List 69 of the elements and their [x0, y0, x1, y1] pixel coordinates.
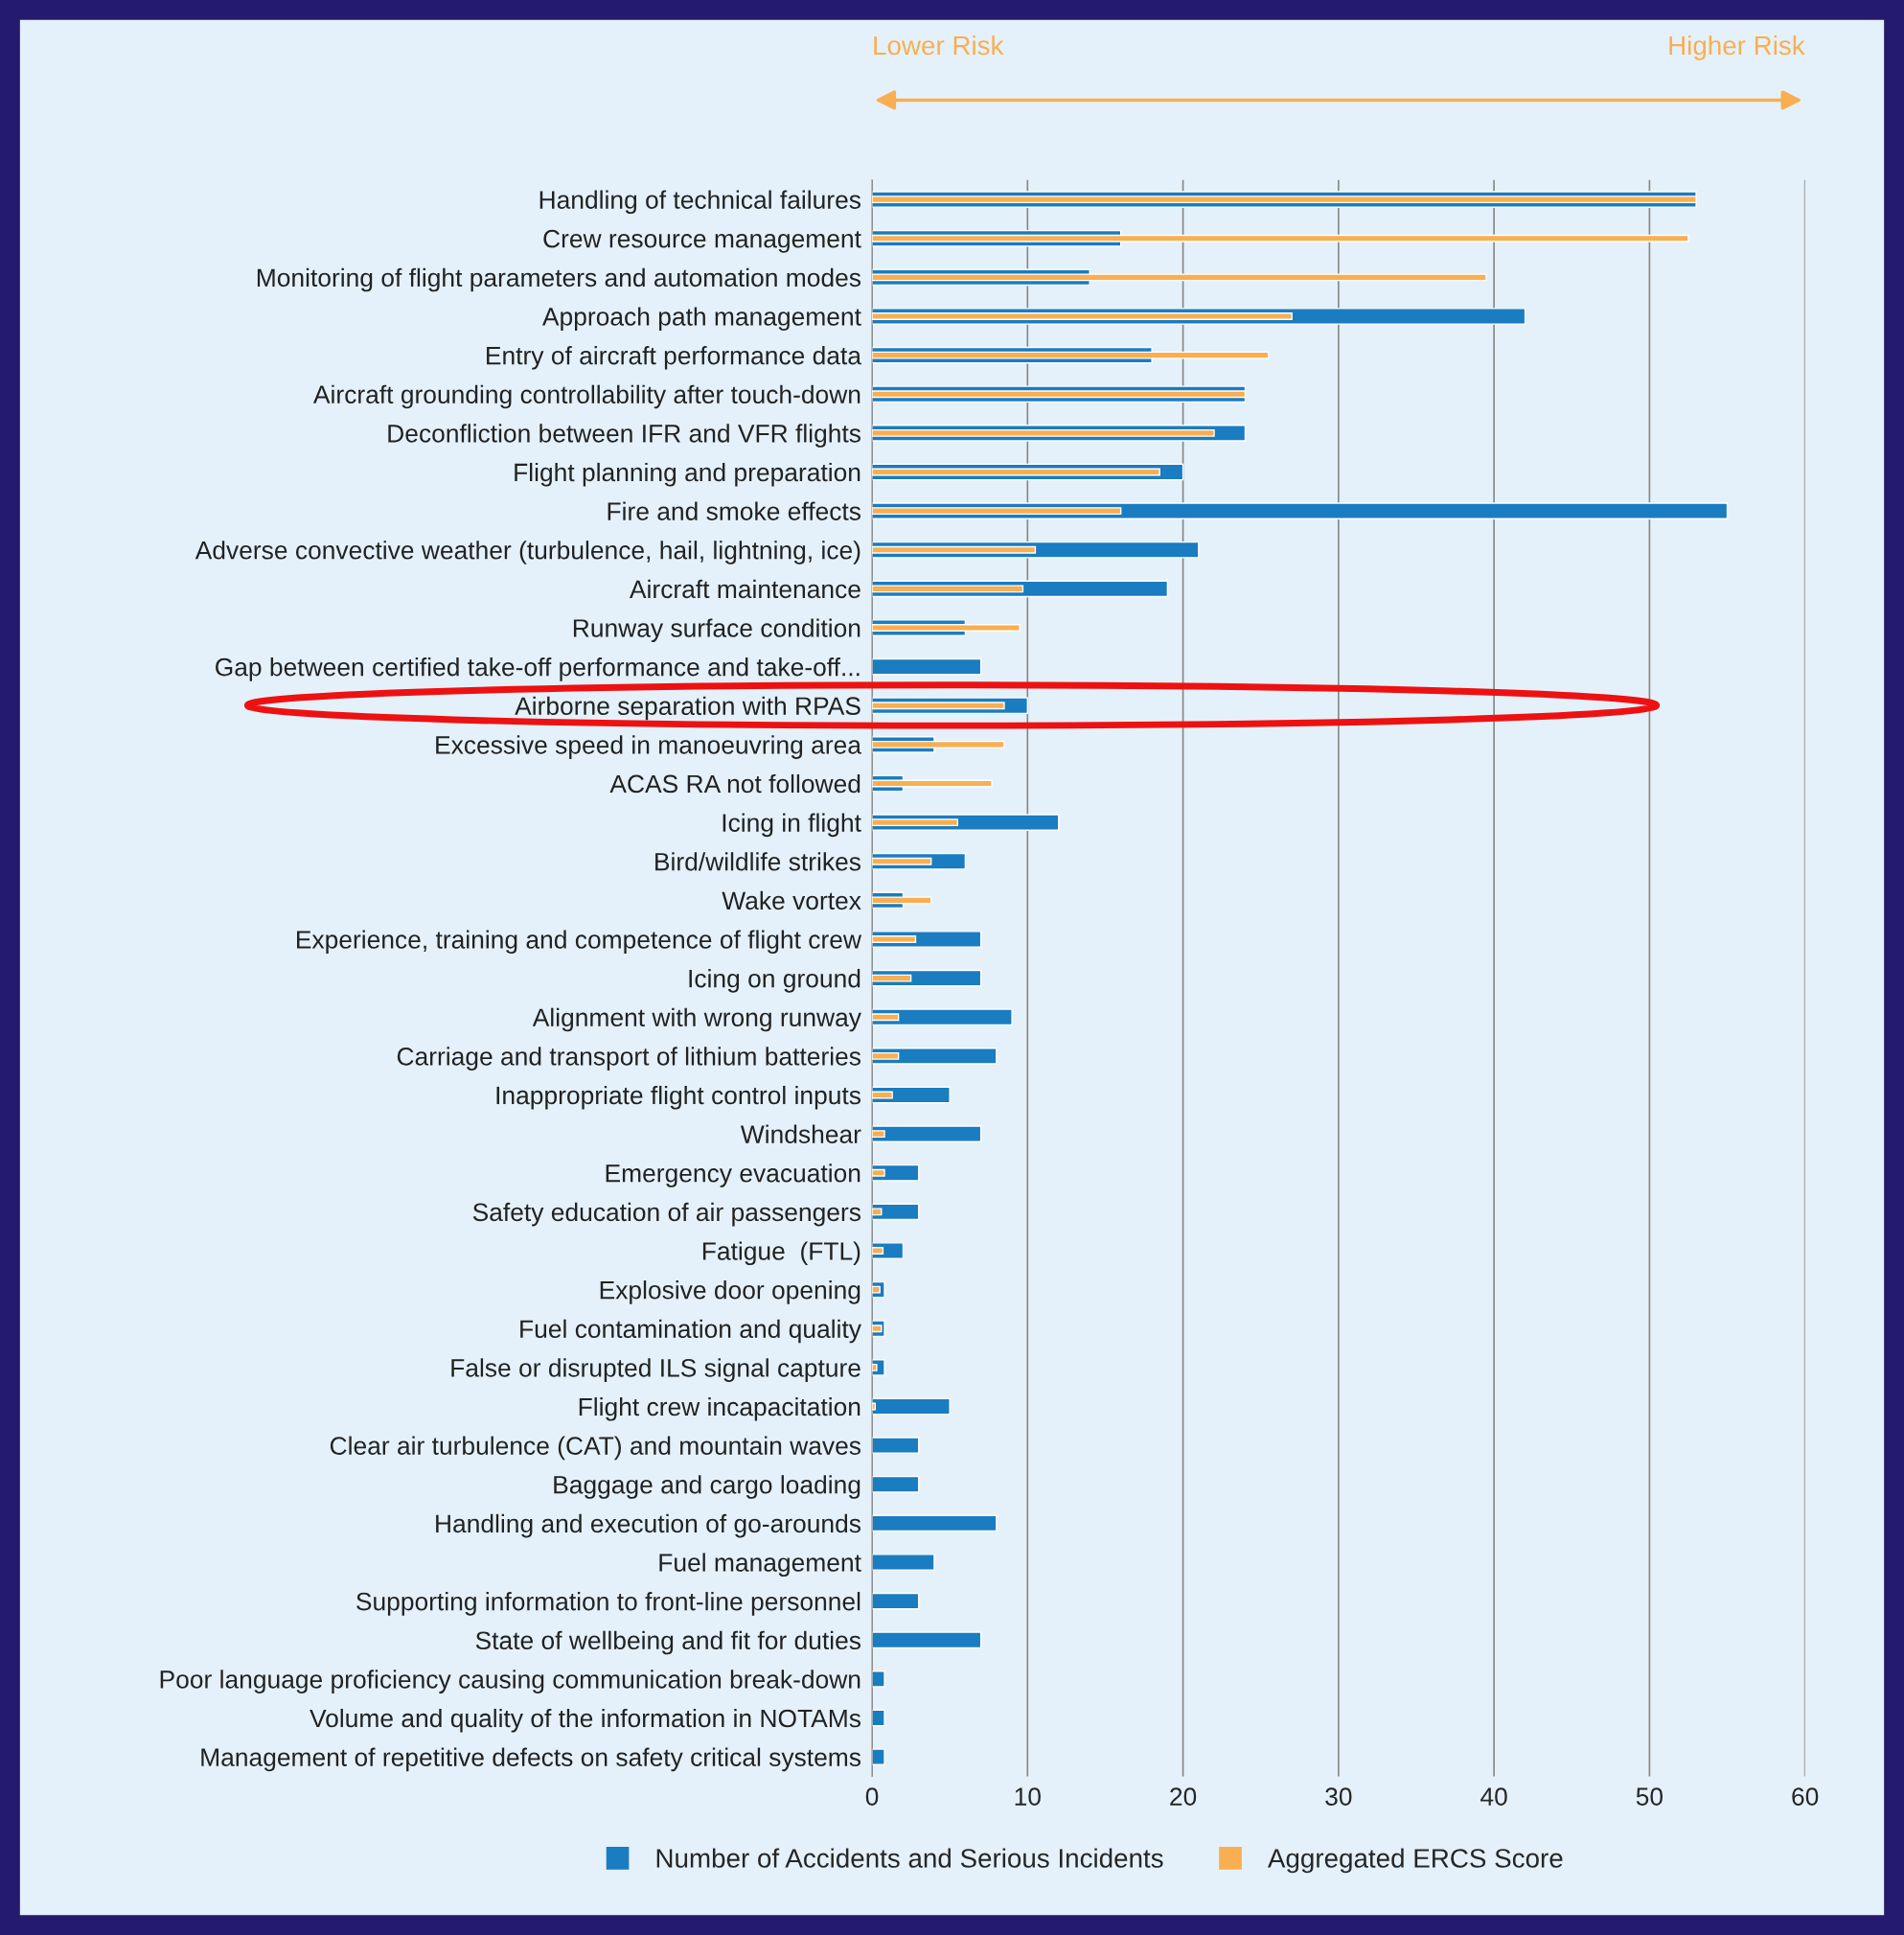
legend-label: Number of Accidents and Serious Incidents [656, 1848, 1163, 1868]
bar [872, 1397, 951, 1416]
text: Lower Risk [874, 35, 1004, 56]
bar [872, 1203, 920, 1221]
bar [872, 896, 932, 905]
y-tick-label: State of wellbeing and fit for duties [475, 1630, 861, 1655]
y-tick-label: Wake vortex [722, 890, 861, 910]
bar [872, 1008, 1013, 1026]
x-tick-label: 60 [1792, 1787, 1819, 1806]
y-tick-label: ACAS RA not followed [609, 773, 860, 794]
y-tick-label: Aircraft grounding controllability after touch-down [312, 384, 860, 409]
bar [872, 1670, 885, 1688]
y-tick-label: Airborne separation with RPAS [515, 696, 860, 721]
bar [872, 1748, 885, 1765]
y-tick-label: Approach path management [542, 307, 861, 331]
y-tick-label: Crew resource management [543, 229, 861, 253]
y-tick-label: Alignment with wrong runway [532, 1007, 861, 1032]
bar [872, 1514, 998, 1532]
bar [872, 351, 1270, 359]
legend-label: Aggregated ERCS Score [1267, 1848, 1563, 1874]
bar [872, 1125, 982, 1142]
y-tick-label: False or disrupted ILS signal capture [451, 1358, 860, 1382]
y-tick-label: Deconfliction between IFR and VFR flights [388, 424, 861, 448]
y-tick-label: Flight crew incapacitation [579, 1396, 860, 1421]
y-tick-label: Inappropriate flight control inputs [496, 1085, 861, 1110]
y-tick-label: Explosive door opening [600, 1280, 860, 1304]
y-tick-label: Carriage and transport of lithium batteries [397, 1047, 861, 1071]
y-tick-label: Safety education of air passengers [472, 1202, 861, 1227]
y-tick-label: Fatigue (FTL) [702, 1241, 860, 1266]
y-tick-label: Entry of aircraft performance data [487, 346, 861, 370]
y-tick-label: Runway surface condition [573, 618, 860, 643]
y-tick-label: Adverse convective weather (turbulence, hail, lightning, ice) [195, 541, 860, 564]
y-tick-label: Baggage and cargo loading [554, 1475, 860, 1499]
bar [872, 657, 982, 676]
x-tick-label: 30 [1325, 1787, 1352, 1806]
text: Higher Risk [1669, 35, 1805, 60]
y-tick-label: Monitoring of flight parameters and automation modes [257, 267, 861, 292]
bar [872, 1475, 920, 1493]
y-tick-label: Clear air turbulence (CAT) and mountain waves [330, 1436, 861, 1461]
bar [872, 273, 1487, 282]
y-tick-label: Fuel contamination and quality [520, 1319, 861, 1344]
x-tick-label: 50 [1636, 1787, 1663, 1806]
y-tick-label: Volume and quality of the information in NOTAMs [310, 1708, 861, 1733]
bar [872, 1592, 920, 1610]
y-tick-label: Excessive speed in manoeuvring area [436, 735, 861, 759]
y-tick-label: Gap between certified take-off performance and take-off... [216, 657, 860, 681]
y-tick-label: Supporting information to front-line personnel [356, 1592, 860, 1616]
y-tick-label: Fire and smoke effects [608, 501, 860, 520]
x-tick-label: 10 [1015, 1787, 1041, 1806]
y-tick-label: Aircraft maintenance [629, 579, 860, 599]
y-tick-label: Icing in flight [723, 813, 861, 838]
y-tick-label: Flight planning and preparation [515, 462, 860, 487]
y-tick-label: Emergency evacuation [606, 1163, 860, 1187]
x-tick-label: 0 [865, 1787, 879, 1806]
y-tick-label: Bird/wildlife strikes [655, 852, 860, 871]
y-tick-label: Windshear [740, 1124, 861, 1143]
y-tick-label: Handling and execution of go-arounds [436, 1513, 861, 1538]
x-tick-label: 20 [1170, 1787, 1197, 1806]
y-tick-label: Poor language proficiency causing communication break-down [160, 1670, 860, 1693]
bar [872, 1437, 920, 1454]
x-tick-label: 40 [1480, 1787, 1507, 1806]
bar [872, 1631, 982, 1649]
y-tick-label: Experience, training and competence of flight crew [296, 930, 862, 955]
bar [872, 1554, 935, 1571]
y-tick-label: Fuel management [659, 1553, 861, 1578]
y-tick-label: Icing on ground [689, 969, 860, 993]
bar [872, 1709, 885, 1727]
y-tick-label: Management of repetitive defects on safety critical systems [201, 1747, 861, 1772]
y-tick-label: Handling of technical failures [539, 190, 860, 215]
